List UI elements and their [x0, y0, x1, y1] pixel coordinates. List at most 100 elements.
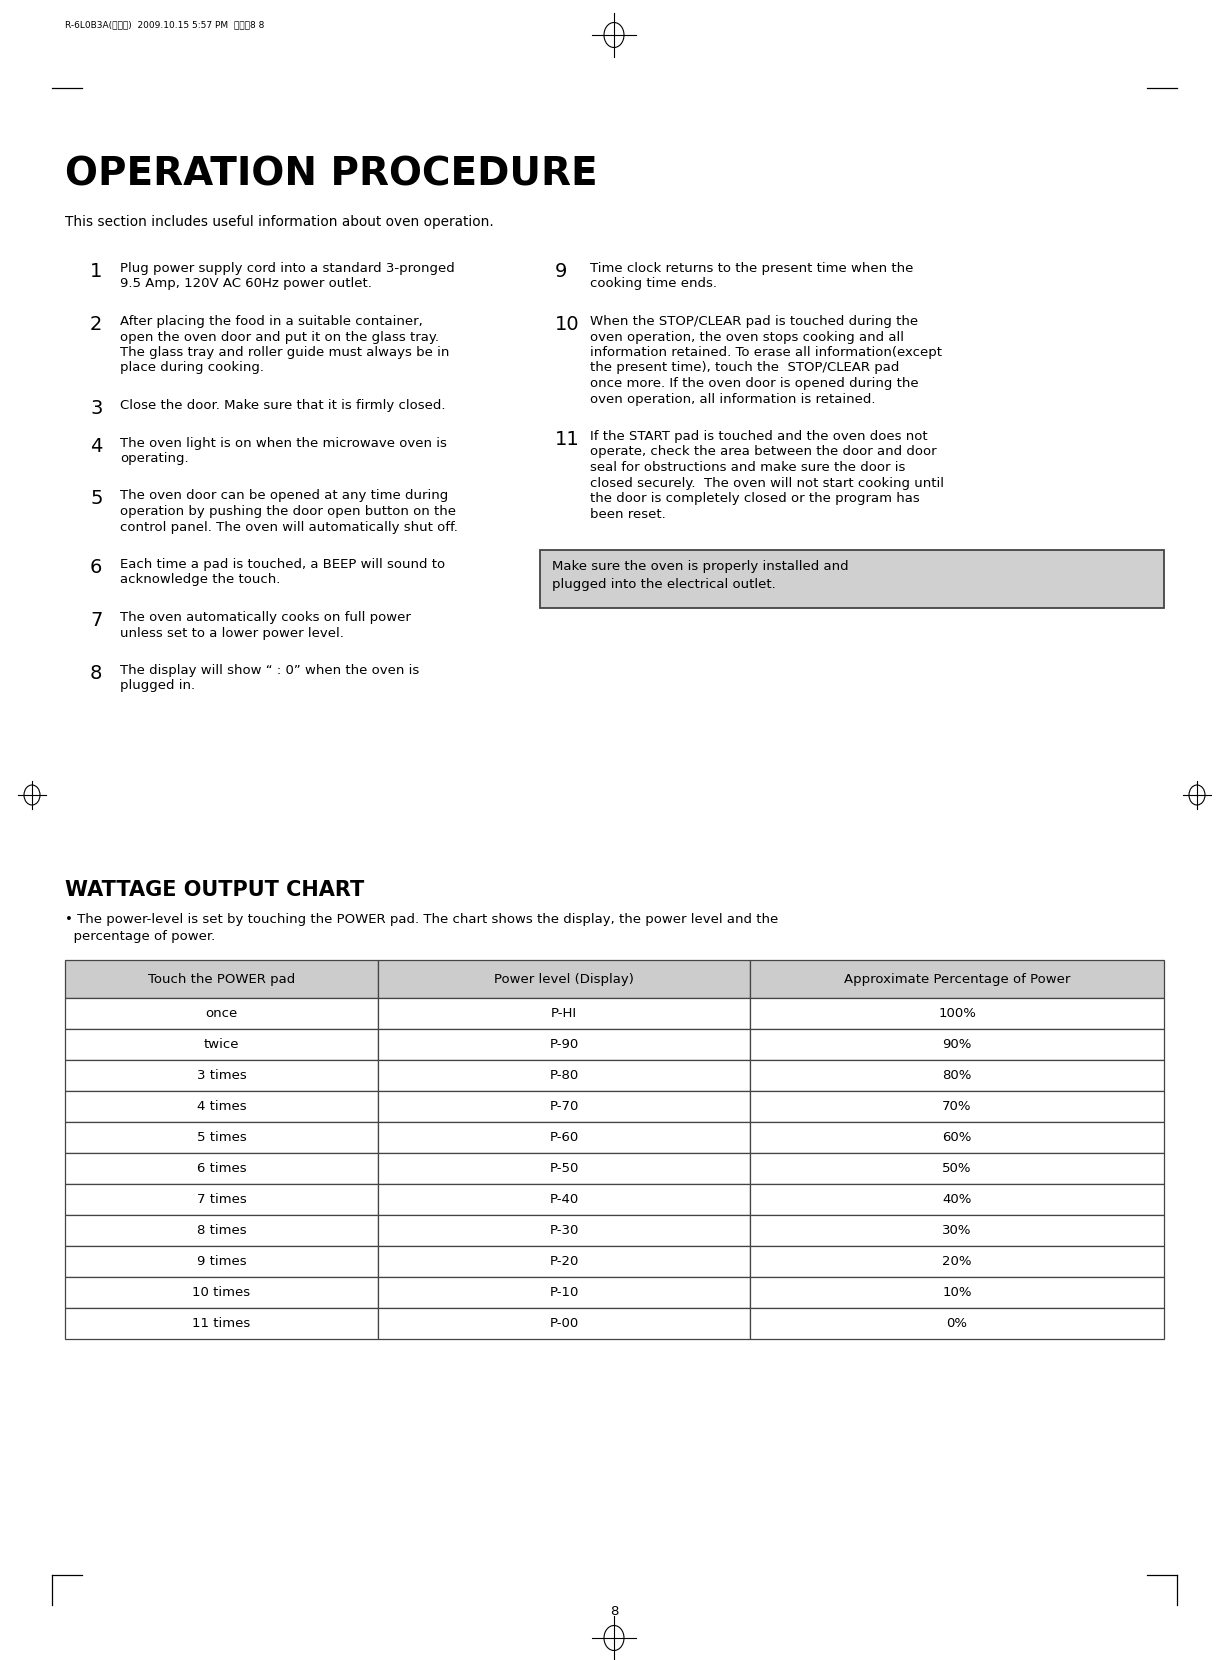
Text: place during cooking.: place during cooking. [120, 362, 264, 375]
FancyBboxPatch shape [379, 1308, 750, 1340]
Text: the door is completely closed or the program has: the door is completely closed or the pro… [590, 491, 919, 505]
FancyBboxPatch shape [65, 998, 379, 1029]
Text: Time clock returns to the present time when the: Time clock returns to the present time w… [590, 262, 913, 276]
Text: cooking time ends.: cooking time ends. [590, 277, 717, 290]
FancyBboxPatch shape [379, 1247, 750, 1277]
Text: Touch the POWER pad: Touch the POWER pad [147, 973, 295, 986]
FancyBboxPatch shape [750, 1184, 1164, 1215]
Text: 90%: 90% [943, 1038, 972, 1051]
Text: seal for obstructions and make sure the door is: seal for obstructions and make sure the … [590, 461, 906, 475]
FancyBboxPatch shape [65, 1247, 379, 1277]
FancyBboxPatch shape [750, 1215, 1164, 1247]
Text: plugged in.: plugged in. [120, 679, 195, 692]
FancyBboxPatch shape [379, 1184, 750, 1215]
Text: Each time a pad is touched, a BEEP will sound to: Each time a pad is touched, a BEEP will … [120, 558, 445, 571]
Text: The oven light is on when the microwave oven is: The oven light is on when the microwave … [120, 437, 447, 450]
Text: 4 times: 4 times [197, 1101, 246, 1112]
Text: operate, check the area between the door and door: operate, check the area between the door… [590, 445, 936, 458]
Text: 100%: 100% [938, 1008, 976, 1019]
Text: 10%: 10% [943, 1286, 972, 1300]
Text: 1: 1 [90, 262, 102, 281]
FancyBboxPatch shape [65, 1277, 379, 1308]
FancyBboxPatch shape [379, 1061, 750, 1091]
FancyBboxPatch shape [65, 1215, 379, 1247]
Text: 50%: 50% [943, 1162, 972, 1175]
Text: • The power-level is set by touching the POWER pad. The chart shows the display,: • The power-level is set by touching the… [65, 913, 778, 926]
Text: oven operation, all information is retained.: oven operation, all information is retai… [590, 392, 875, 405]
Text: twice: twice [204, 1038, 240, 1051]
Text: 2: 2 [90, 315, 102, 334]
Text: 9: 9 [556, 262, 568, 281]
Text: P-10: P-10 [549, 1286, 579, 1300]
Text: 9 times: 9 times [197, 1255, 246, 1268]
Text: once more. If the oven door is opened during the: once more. If the oven door is opened du… [590, 377, 918, 390]
FancyBboxPatch shape [65, 1154, 379, 1184]
FancyBboxPatch shape [379, 959, 750, 998]
Text: Close the door. Make sure that it is firmly closed.: Close the door. Make sure that it is fir… [120, 398, 445, 412]
Text: P-50: P-50 [549, 1162, 579, 1175]
Text: acknowledge the touch.: acknowledge the touch. [120, 573, 280, 586]
Text: 70%: 70% [943, 1101, 972, 1112]
Text: R-6L0B3A(영기본)  2009.10.15 5:57 PM  페이지8 8: R-6L0B3A(영기본) 2009.10.15 5:57 PM 페이지8 8 [65, 20, 264, 28]
FancyBboxPatch shape [750, 1061, 1164, 1091]
Text: P-90: P-90 [549, 1038, 579, 1051]
Text: The oven door can be opened at any time during: The oven door can be opened at any time … [120, 490, 449, 503]
Text: 7: 7 [90, 611, 102, 631]
FancyBboxPatch shape [750, 1029, 1164, 1061]
FancyBboxPatch shape [750, 1277, 1164, 1308]
FancyBboxPatch shape [750, 959, 1164, 998]
Text: plugged into the electrical outlet.: plugged into the electrical outlet. [552, 578, 775, 591]
FancyBboxPatch shape [379, 1277, 750, 1308]
FancyBboxPatch shape [379, 1091, 750, 1122]
Text: information retained. To erase all information(except: information retained. To erase all infor… [590, 345, 941, 359]
FancyBboxPatch shape [750, 1154, 1164, 1184]
Text: 11: 11 [556, 430, 580, 448]
Text: Approximate Percentage of Power: Approximate Percentage of Power [844, 973, 1070, 986]
Text: once: once [205, 1008, 237, 1019]
Text: P-70: P-70 [549, 1101, 579, 1112]
Text: 8: 8 [610, 1605, 618, 1618]
Text: 20%: 20% [943, 1255, 972, 1268]
FancyBboxPatch shape [65, 1029, 379, 1061]
Text: The display will show “ : 0” when the oven is: The display will show “ : 0” when the ov… [120, 664, 419, 677]
Text: operation by pushing the door open button on the: operation by pushing the door open butto… [120, 505, 456, 518]
Text: 7 times: 7 times [197, 1194, 246, 1207]
Text: open the oven door and put it on the glass tray.: open the oven door and put it on the gla… [120, 330, 439, 344]
FancyBboxPatch shape [750, 1091, 1164, 1122]
Text: closed securely.  The oven will not start cooking until: closed securely. The oven will not start… [590, 476, 944, 490]
Text: 60%: 60% [943, 1130, 972, 1144]
Text: P-20: P-20 [549, 1255, 579, 1268]
Text: 0%: 0% [946, 1316, 967, 1330]
Text: 10: 10 [556, 315, 580, 334]
Text: percentage of power.: percentage of power. [65, 930, 215, 943]
FancyBboxPatch shape [65, 1122, 379, 1154]
Text: 9.5 Amp, 120V AC 60Hz power outlet.: 9.5 Amp, 120V AC 60Hz power outlet. [120, 277, 372, 290]
Text: 3 times: 3 times [197, 1069, 246, 1082]
Text: OPERATION PROCEDURE: OPERATION PROCEDURE [65, 154, 597, 193]
Text: Make sure the oven is properly installed and: Make sure the oven is properly installed… [552, 559, 849, 573]
FancyBboxPatch shape [65, 1184, 379, 1215]
FancyBboxPatch shape [65, 1091, 379, 1122]
Text: The oven automatically cooks on full power: The oven automatically cooks on full pow… [120, 611, 410, 624]
Text: 11 times: 11 times [193, 1316, 251, 1330]
Text: 6: 6 [90, 558, 102, 578]
Text: This section includes useful information about oven operation.: This section includes useful information… [65, 216, 494, 229]
Text: 5 times: 5 times [197, 1130, 246, 1144]
Text: P-60: P-60 [549, 1130, 579, 1144]
Text: 8: 8 [90, 664, 102, 682]
Text: 6 times: 6 times [197, 1162, 246, 1175]
Text: unless set to a lower power level.: unless set to a lower power level. [120, 626, 344, 639]
FancyBboxPatch shape [540, 549, 1164, 608]
FancyBboxPatch shape [379, 998, 750, 1029]
FancyBboxPatch shape [65, 1061, 379, 1091]
FancyBboxPatch shape [379, 1029, 750, 1061]
Text: operating.: operating. [120, 452, 188, 465]
Text: 80%: 80% [943, 1069, 972, 1082]
FancyBboxPatch shape [750, 1247, 1164, 1277]
FancyBboxPatch shape [65, 1308, 379, 1340]
Text: 40%: 40% [943, 1194, 972, 1207]
Text: 3: 3 [90, 398, 102, 418]
Text: 8 times: 8 times [197, 1223, 246, 1237]
Text: 4: 4 [90, 437, 102, 455]
Text: 5: 5 [90, 490, 102, 508]
